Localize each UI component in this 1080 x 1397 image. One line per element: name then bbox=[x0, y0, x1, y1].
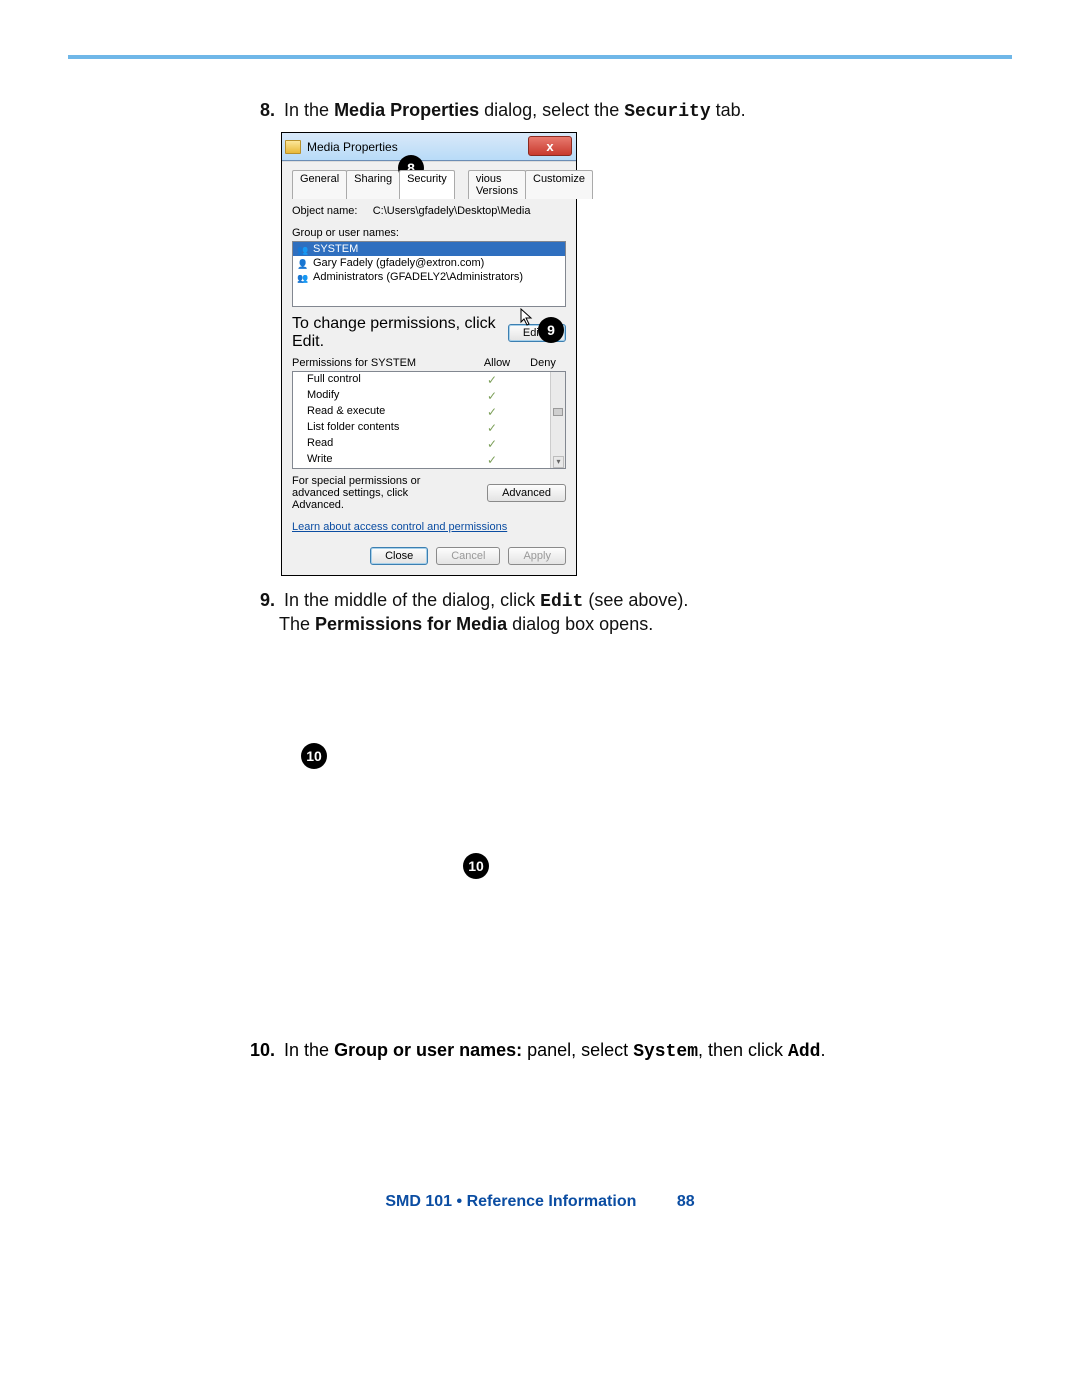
learn-link[interactable]: Learn about access control and permissio… bbox=[292, 521, 507, 533]
user-icon bbox=[297, 258, 309, 268]
close-dialog-button[interactable]: Close bbox=[370, 547, 428, 565]
step-9-line2c: dialog box opens. bbox=[507, 614, 653, 634]
footer-text: SMD 101 • Reference Information bbox=[385, 1193, 636, 1210]
perm-name: Read & execute bbox=[307, 405, 469, 419]
step-10-prefix: In the bbox=[284, 1040, 334, 1060]
object-name-row: Object name: C:\Users\gfadely\Desktop\Me… bbox=[292, 205, 566, 217]
perm-name: List folder contents bbox=[307, 421, 469, 435]
apply-button[interactable]: Apply bbox=[508, 547, 566, 565]
step-9-line2b: Permissions for Media bbox=[315, 614, 507, 634]
group-row-label: SYSTEM bbox=[313, 243, 358, 255]
perm-row: Full control bbox=[293, 372, 565, 388]
perm-name: Full control bbox=[307, 373, 469, 387]
dialog-title: Media Properties bbox=[307, 140, 398, 154]
perm-row: Read & execute bbox=[293, 404, 565, 420]
step-10-mono2: Add bbox=[788, 1042, 820, 1062]
close-icon: x bbox=[546, 139, 553, 154]
users-icon bbox=[297, 244, 309, 254]
step-9: 9. In the middle of the dialog, click Ed… bbox=[245, 590, 945, 635]
check-icon bbox=[487, 375, 497, 387]
permissions-header: Permissions for SYSTEM Allow Deny bbox=[292, 357, 566, 369]
advanced-button[interactable]: Advanced bbox=[487, 484, 566, 502]
tab-customize[interactable]: Customize bbox=[525, 170, 593, 199]
page-footer: SMD 101 • Reference Information 88 bbox=[0, 1193, 1080, 1211]
step-9-suffix: (see above). bbox=[583, 590, 688, 610]
step-8: 8. In the Media Properties dialog, selec… bbox=[245, 100, 945, 122]
step-9-mono: Edit bbox=[540, 592, 583, 612]
group-row-user[interactable]: Gary Fadely (gfadely@extron.com) bbox=[293, 256, 565, 270]
special-permissions-row: For special permissions or advanced sett… bbox=[292, 475, 566, 511]
object-path: C:\Users\gfadely\Desktop\Media bbox=[373, 205, 531, 217]
callout-10a: 10 bbox=[301, 743, 327, 769]
step-10-mid: panel, select bbox=[522, 1040, 633, 1060]
users-icon bbox=[297, 272, 309, 282]
middle-image-area: 10 10 bbox=[281, 643, 945, 1003]
check-icon bbox=[487, 391, 497, 403]
step-10: 10. In the Group or user names: panel, s… bbox=[235, 1040, 955, 1062]
step-8-bold: Media Properties bbox=[334, 100, 479, 120]
perm-row: Modify bbox=[293, 388, 565, 404]
step-9-line2a: The bbox=[279, 614, 315, 634]
callout-9: 9 bbox=[538, 317, 564, 343]
step-9-line2: The Permissions for Media dialog box ope… bbox=[279, 614, 945, 635]
permissions-for-label: Permissions for SYSTEM bbox=[292, 357, 474, 369]
check-icon bbox=[487, 439, 497, 451]
group-row-label: Administrators (GFADELY2\Administrators) bbox=[313, 271, 523, 283]
check-icon bbox=[487, 407, 497, 419]
step-10-suffix: . bbox=[820, 1040, 825, 1060]
deny-header: Deny bbox=[520, 357, 566, 369]
tab-strip: General Sharing Security vious Versions … bbox=[292, 170, 566, 199]
tab-general[interactable]: General bbox=[292, 170, 347, 199]
step-10-mono1: System bbox=[633, 1042, 698, 1062]
cursor-icon bbox=[520, 308, 534, 326]
scrollbar[interactable]: ▾ bbox=[550, 372, 565, 468]
special-text: For special permissions or advanced sett… bbox=[292, 475, 452, 511]
group-row-label: Gary Fadely (gfadely@extron.com) bbox=[313, 257, 484, 269]
tab-security[interactable]: Security bbox=[399, 170, 455, 199]
step-8-mono: Security bbox=[624, 102, 710, 122]
media-properties-dialog: Media Properties x General Sharing Secur… bbox=[281, 132, 577, 576]
change-permissions-text: To change permissions, click Edit. bbox=[292, 315, 508, 351]
step-10-num: 10. bbox=[235, 1040, 275, 1061]
step-8-mid: dialog, select the bbox=[479, 100, 624, 120]
permissions-table: Full control Modify Read & execute List … bbox=[292, 371, 566, 469]
step-8-prefix: In the bbox=[284, 100, 334, 120]
cancel-button[interactable]: Cancel bbox=[436, 547, 500, 565]
dialog-body: General Sharing Security vious Versions … bbox=[282, 161, 576, 575]
step-8-suffix: tab. bbox=[711, 100, 746, 120]
perm-name: Write bbox=[307, 453, 469, 467]
tab-sharing[interactable]: Sharing bbox=[346, 170, 400, 199]
page-top-bar bbox=[68, 55, 1012, 59]
folder-icon bbox=[285, 140, 301, 154]
step-10-mid2: , then click bbox=[698, 1040, 788, 1060]
check-icon bbox=[487, 455, 497, 467]
footer-page: 88 bbox=[677, 1193, 695, 1210]
group-list[interactable]: SYSTEM Gary Fadely (gfadely@extron.com) … bbox=[292, 241, 566, 307]
check-icon bbox=[487, 423, 497, 435]
group-label: Group or user names: bbox=[292, 227, 566, 239]
page-content: 8. In the Media Properties dialog, selec… bbox=[245, 100, 945, 1003]
perm-name: Modify bbox=[307, 389, 469, 403]
dialog-footer: Close Cancel Apply bbox=[292, 547, 566, 565]
step-10-bold: Group or user names: bbox=[334, 1040, 522, 1060]
step-9-num: 9. bbox=[245, 590, 275, 611]
perm-row: Write bbox=[293, 452, 565, 468]
dialog-titlebar[interactable]: Media Properties x bbox=[282, 133, 576, 161]
close-button[interactable]: x bbox=[528, 136, 572, 156]
group-row-system[interactable]: SYSTEM bbox=[293, 242, 565, 256]
scrollbar-thumb[interactable] bbox=[553, 408, 563, 416]
perm-row: List folder contents bbox=[293, 420, 565, 436]
step-8-num: 8. bbox=[245, 100, 275, 121]
perm-row: Read bbox=[293, 436, 565, 452]
scroll-down-icon[interactable]: ▾ bbox=[553, 456, 564, 468]
tab-previous-versions[interactable]: vious Versions bbox=[468, 170, 526, 199]
allow-header: Allow bbox=[474, 357, 520, 369]
step-9-prefix: In the middle of the dialog, click bbox=[284, 590, 540, 610]
object-name-label: Object name: bbox=[292, 205, 357, 217]
group-row-admins[interactable]: Administrators (GFADELY2\Administrators) bbox=[293, 270, 565, 284]
perm-name: Read bbox=[307, 437, 469, 451]
callout-10b: 10 bbox=[463, 853, 489, 879]
